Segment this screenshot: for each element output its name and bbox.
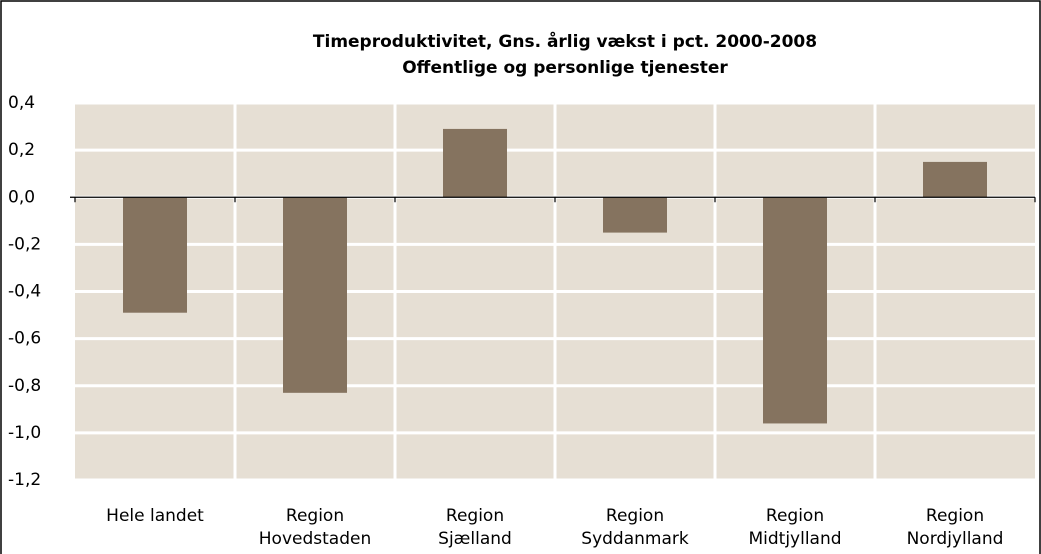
x-tick-label: Region Nordjylland [906, 506, 1004, 549]
x-tick-label: Hele landet [106, 506, 204, 526]
y-tick-label: -1,2 [8, 470, 41, 490]
y-tick-label: 0,2 [8, 140, 35, 160]
y-tick-label: -0,6 [8, 329, 41, 349]
y-tick-label: -1,0 [8, 423, 41, 443]
bar [123, 197, 187, 313]
chart-subtitle: Offentlige og personlige tjenester [402, 58, 728, 78]
y-tick-label: 0,0 [8, 187, 35, 207]
y-tick-label: 0,4 [8, 93, 35, 113]
chart-title: Timeproduktivitet, Gns. årlig vækst i pc… [313, 30, 817, 52]
bar [603, 197, 667, 233]
bar [923, 161, 987, 198]
y-tick-label: -0,2 [8, 234, 41, 254]
x-tick-label: Region Syddanmark [581, 506, 689, 549]
x-tick-label: Region Midtjylland [748, 506, 842, 549]
bar [763, 197, 827, 424]
bar [283, 197, 347, 393]
y-tick-label: -0,4 [8, 282, 41, 302]
x-tick-label: Region Hovedstaden [258, 506, 372, 549]
bar [443, 128, 507, 198]
y-tick-label: -0,8 [8, 376, 41, 396]
x-tick-label: Region Sjælland [438, 506, 512, 549]
